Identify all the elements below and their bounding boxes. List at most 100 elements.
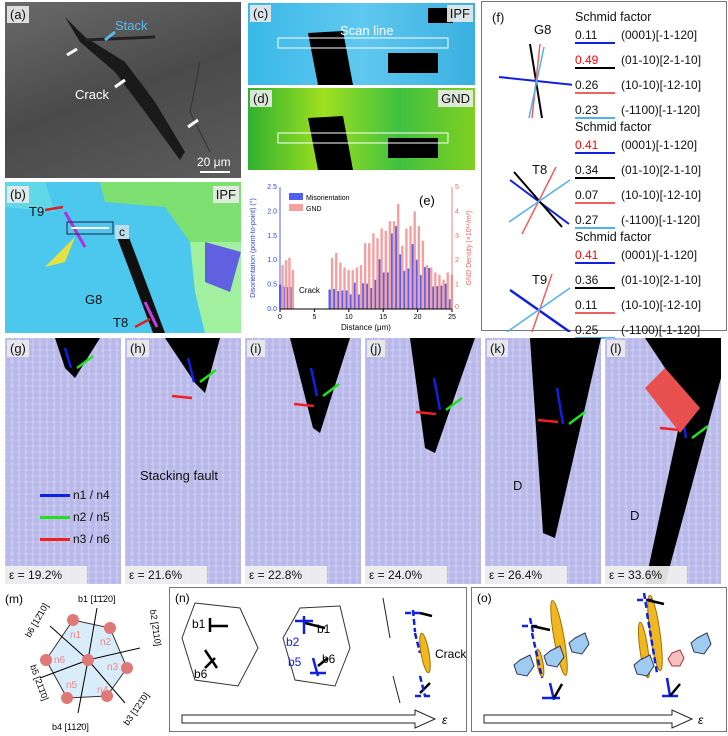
legend-text: n1 / n4 [73, 488, 110, 502]
b1-label: b1 [1̄1̄20] [78, 594, 116, 604]
strain-label: ε = 22.8% [245, 566, 327, 584]
panel-label: (k) [487, 340, 509, 357]
panel-label: (d) [250, 90, 272, 107]
md-snapshot: (k) D ε = 26.4% [485, 338, 601, 584]
legend-text: n3 / n6 [73, 532, 110, 546]
t8-label: T8 [113, 315, 129, 330]
d-label: D [513, 478, 523, 493]
bar-misorientation [345, 290, 348, 309]
grain-label: T8 [532, 162, 548, 177]
panel-label: (h) [127, 340, 149, 357]
dislocation-schematic: (n) b1 b6 b1 b6 b2 b5 Crack ε [175, 591, 467, 729]
arrow-stack [104, 30, 116, 42]
g8-slip-traces [498, 43, 572, 119]
schmid-row: 0.49 (01-10)[2-1-10] [575, 53, 701, 69]
crack-shape [165, 338, 220, 393]
scan-line-label: Scan line [340, 23, 394, 38]
bar-gnd [396, 204, 400, 309]
b5-label: b5 [288, 655, 302, 669]
d-label: D [630, 508, 640, 523]
bar-gnd [438, 274, 441, 309]
bar-gnd [425, 265, 429, 309]
schmid-row: 0.34 (01-10)[2-1-10] [575, 163, 701, 179]
atom-lattice [605, 338, 721, 584]
panel-f-schmid: (f) G8 Schmid factor 0.11 (0001)[-1-120] … [481, 1, 727, 339]
legend-item: n1 / n4 [40, 488, 110, 502]
y-tick-label: 0.5 [267, 282, 277, 289]
slip-system: (10-10)[-12-10] [621, 188, 702, 202]
panel-label: (b) [7, 186, 29, 203]
panel-n-schematic: (n) b1 b6 b1 b6 b2 b5 Crack ε [169, 587, 467, 732]
panel-label: (m) [5, 592, 23, 606]
bar-gnd [401, 245, 404, 309]
arrow-white [66, 47, 78, 57]
schmid-row: 0.36 (01-10)[2-1-10] [575, 273, 701, 289]
schmid-value: 0.07 [575, 189, 615, 204]
arrow-white [187, 118, 199, 129]
dislocation-n3 [537, 418, 559, 424]
bar-gnd [388, 221, 392, 309]
bar-misorientation [373, 279, 377, 309]
n4-label: n4 [97, 685, 109, 696]
panel-label: (o) [477, 591, 492, 605]
bar-gnd [434, 272, 437, 309]
b5-label: b5 [21̄1̄0] [28, 663, 50, 702]
panel-label: (c) [250, 5, 272, 22]
y-axis-left-label: Disorientation (point-to-point) (°) [249, 198, 257, 298]
bar-gnd [413, 211, 416, 309]
y-tick-label: 1.0 [267, 257, 277, 264]
bar-gnd [339, 262, 342, 309]
b6-label: b6 [194, 667, 208, 681]
b1-label: b1 [317, 622, 331, 636]
bar-misorientation [444, 283, 447, 309]
x-tick-label: 20 [414, 314, 422, 321]
bar-misorientation [431, 286, 435, 309]
schmid-value: 0.27 [575, 214, 615, 229]
schmid-value: 0.26 [575, 79, 615, 94]
slip-system: (10-10)[-12-10] [621, 298, 702, 312]
bar-gnd [347, 269, 350, 309]
panel-label: (e) [419, 193, 435, 208]
schmid-value: 0.49 [575, 54, 615, 69]
x-tick-label: 0 [278, 314, 282, 321]
slip-system: (-1100)[-1-120] [621, 323, 701, 337]
legend-swatch-misorientation [289, 193, 303, 200]
schmid-title: Schmid factor [575, 230, 652, 244]
y2-tick-label: 4 [455, 208, 459, 215]
b2-label: b2 [2̄110] [148, 609, 163, 647]
arrow-red [134, 317, 151, 329]
b4-arrow [77, 659, 89, 714]
dislocation-n3 [659, 426, 681, 432]
slip-system: (01-10)[2-1-10] [621, 273, 702, 287]
legend-line [40, 494, 70, 498]
arrow-red [44, 205, 64, 212]
slip-system: (0001)[-1-120] [621, 248, 698, 262]
md-snapshot: (i) ε = 22.8% [245, 338, 361, 584]
panel-label: (j) [367, 340, 385, 357]
crack-shape [410, 338, 475, 453]
bar-misorientation [369, 288, 373, 309]
bar-gnd [291, 269, 295, 309]
strain-label: ε = 21.6% [125, 566, 207, 584]
strain-label: ε = 33.6% [605, 566, 687, 584]
n5-label: n5 [66, 680, 78, 691]
n1-label: n1 [70, 630, 82, 641]
legend-misorientation: Misorientation [306, 195, 350, 202]
bar-gnd [330, 257, 334, 309]
y-tick-label: 1.5 [267, 233, 277, 240]
strain-label: ε = 26.4% [485, 566, 567, 584]
bar-misorientation [390, 233, 393, 309]
scan-box [66, 221, 114, 235]
hexagon-diagram: n1 n2 n3 n4 n5 n6 (m) b1 [1̄1̄20] b4 [11… [5, 592, 163, 732]
t8-slip-traces [508, 166, 571, 235]
y2-tick-label: 2 [455, 257, 459, 264]
b1-arrow [87, 607, 98, 661]
bar-misorientation [427, 268, 430, 309]
grain-label: G8 [534, 22, 552, 37]
x-tick-label: 10 [345, 314, 353, 321]
b3-label: b3 [1̄21̄0] [121, 691, 151, 727]
bar-misorientation [340, 290, 344, 309]
schmid-value: 0.36 [575, 274, 615, 289]
crack-growth-schematic: (o) ε [477, 591, 712, 729]
n2-label: n2 [100, 637, 112, 648]
